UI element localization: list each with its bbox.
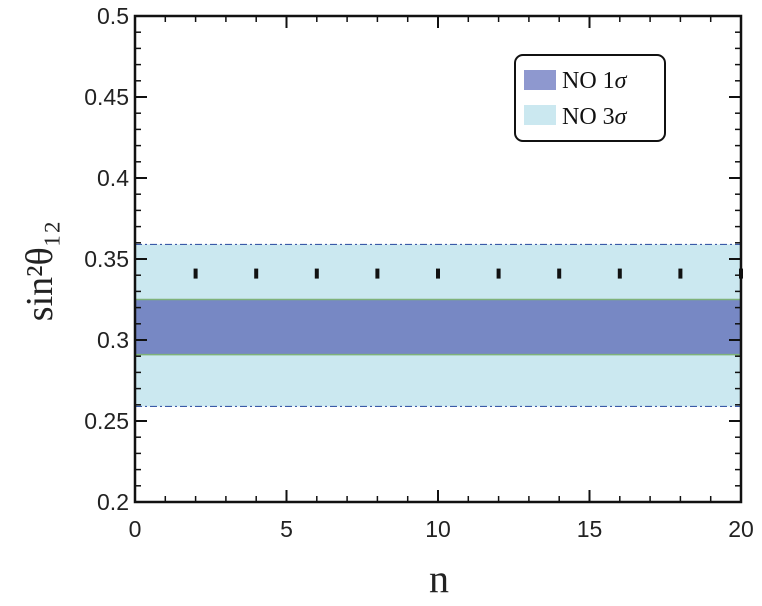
tick-labels-layer: 0 5 10 15 20 0.2 0.25 0.3 0.35 0.4 0.45 0.5 bbox=[84, 3, 754, 542]
x-tick-label: 10 bbox=[425, 516, 451, 542]
legend: NO 1σ NO 3σ bbox=[514, 54, 666, 142]
y-tick-label: 0.5 bbox=[97, 3, 129, 29]
y-tick-label: 0.25 bbox=[84, 408, 129, 434]
y-tick-label: 0.45 bbox=[84, 84, 129, 110]
y-tick-label: 0.4 bbox=[97, 165, 129, 191]
plot-frame bbox=[133, 14, 743, 504]
points-layer bbox=[193, 268, 743, 279]
legend-label-1sigma: NO 1σ bbox=[562, 68, 628, 94]
y-tick-label: 0.2 bbox=[97, 489, 129, 515]
y-axis-title: sin²θ₁₂ bbox=[19, 221, 61, 321]
x-tick-label: 15 bbox=[577, 516, 603, 542]
y-tick-label: 0.35 bbox=[84, 246, 129, 272]
y-tick-label: 0.3 bbox=[97, 327, 129, 353]
legend-swatch-1sigma bbox=[524, 70, 556, 90]
band-1sigma bbox=[135, 299, 741, 355]
x-tick-label: 20 bbox=[728, 516, 754, 542]
x-axis-title: n bbox=[429, 556, 449, 601]
x-tick-label: 5 bbox=[280, 516, 293, 542]
legend-label-3sigma: NO 3σ bbox=[562, 104, 628, 130]
legend-swatch-3sigma bbox=[524, 105, 556, 125]
x-tick-label: 0 bbox=[129, 516, 142, 542]
